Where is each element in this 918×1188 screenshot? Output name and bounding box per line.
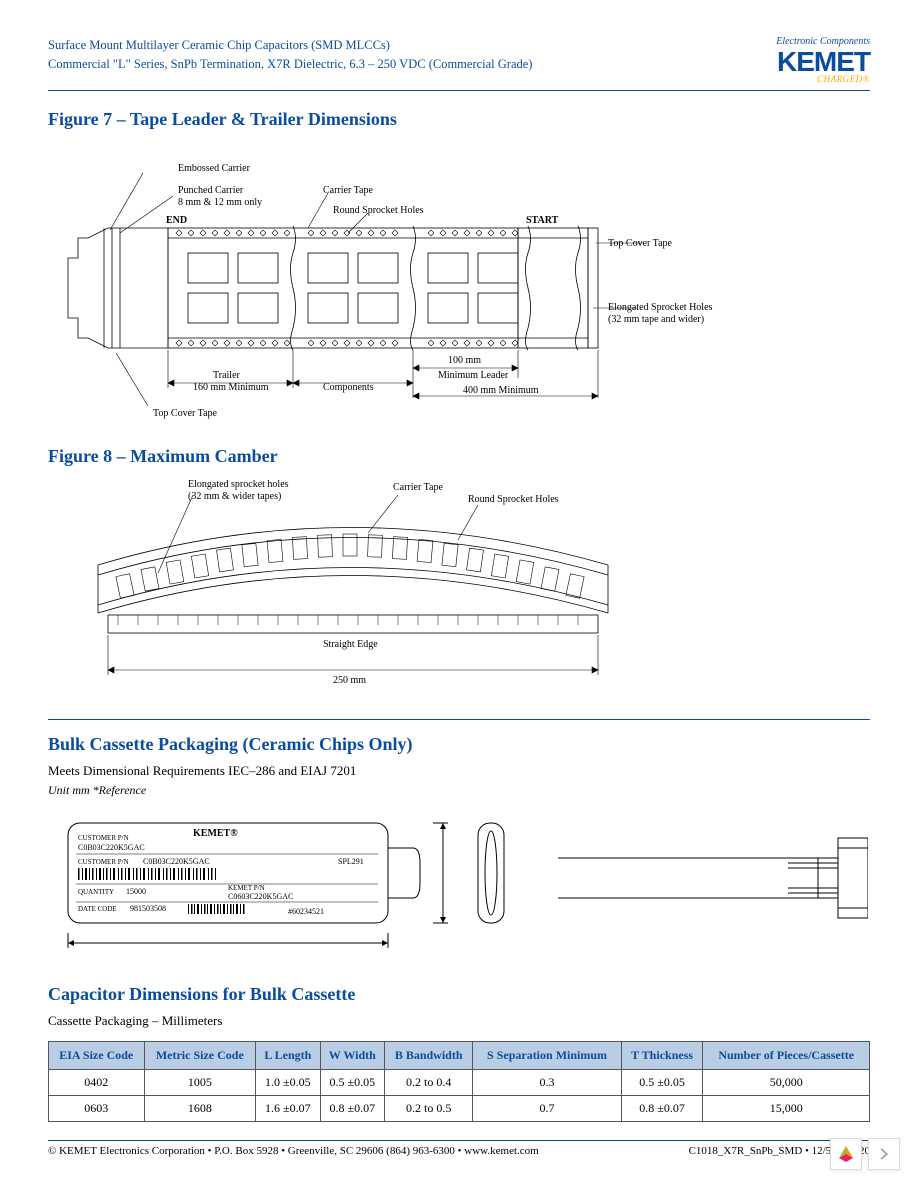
f7-topcover1: Top Cover Tape	[608, 238, 673, 249]
cassette-spl: SPL291	[338, 857, 364, 866]
page-footer: © KEMET Electronics Corporation • P.O. B…	[48, 1140, 870, 1157]
cassette-custpn2-lbl: CUSTOMER P/N	[78, 858, 129, 866]
col-pieces: Number of Pieces/Cassette	[703, 1042, 870, 1070]
col-bandwidth: B Bandwidth	[385, 1042, 473, 1070]
cassette-kemetpn-lbl: KEMET P/N	[228, 884, 265, 892]
bulkpack-title: Bulk Cassette Packaging (Ceramic Chips O…	[48, 734, 870, 755]
page-navigation	[830, 1138, 900, 1170]
header-line1: Surface Mount Multilayer Ceramic Chip Ca…	[48, 36, 532, 55]
dimensions-table: EIA Size Code Metric Size Code L Length …	[48, 1041, 870, 1122]
col-separation: S Separation Minimum	[473, 1042, 621, 1070]
cassette-custpn-lbl: CUSTOMER P/N	[78, 834, 129, 842]
f7-elongated2: (32 mm tape and wider)	[608, 314, 704, 325]
f7-carrier: Carrier Tape	[323, 185, 373, 196]
footer-left: © KEMET Electronics Corporation • P.O. B…	[48, 1145, 539, 1157]
cassette-custpn2: C0B03C220K5GAC	[143, 857, 210, 866]
f7-roundholes: Round Sprocket Holes	[333, 205, 424, 216]
f7-punched2: 8 mm & 12 mm only	[178, 197, 262, 208]
col-eia: EIA Size Code	[49, 1042, 145, 1070]
f8-250mm: 250 mm	[333, 675, 366, 686]
figure7-title: Figure 7 – Tape Leader & Trailer Dimensi…	[48, 109, 870, 130]
col-metric: Metric Size Code	[144, 1042, 256, 1070]
next-page-button[interactable]	[868, 1138, 900, 1170]
cassette-qty: 15000	[126, 887, 146, 896]
page-nav-logo-icon[interactable]	[830, 1138, 862, 1170]
figure8-diagram: Elongated sprocket holes (32 mm & wider …	[48, 475, 870, 699]
f8-straight: Straight Edge	[323, 639, 378, 650]
brand-logo: Electronic Components KEMET CHARGED®	[776, 36, 870, 84]
col-length: L Length	[256, 1042, 320, 1070]
cassette-qty-lbl: QUANTITY	[78, 888, 114, 896]
f7-end: END	[166, 215, 187, 226]
f7-trailer1: Trailer	[213, 370, 241, 381]
figure8-title: Figure 8 – Maximum Camber	[48, 446, 870, 467]
table-header-row: EIA Size Code Metric Size Code L Length …	[49, 1042, 870, 1070]
cassette-brand: KEMET®	[193, 828, 238, 839]
cassette-serial: #60234521	[288, 907, 324, 916]
f7-topcover2: Top Cover Tape	[153, 408, 218, 419]
dims-title: Capacitor Dimensions for Bulk Cassette	[48, 984, 870, 1005]
bulkpack-unitnote: Unit mm *Reference	[48, 783, 870, 798]
cassette-custpn: C0B03C220K5GAC	[78, 843, 145, 852]
bulkpack-diagram: KEMET® CUSTOMER P/N C0B03C220K5GAC CUSTO…	[48, 808, 870, 962]
col-thickness: T Thickness	[621, 1042, 703, 1070]
f8-roundholes: Round Sprocket Holes	[468, 494, 559, 505]
f7-punched1: Punched Carrier	[178, 185, 244, 196]
logo-text: KEMET	[776, 49, 870, 74]
f8-elongated1: Elongated sprocket holes	[188, 479, 289, 490]
cassette-kemetpn: C0603C220K5GAC	[228, 892, 293, 901]
f7-minleader: Minimum Leader	[438, 370, 509, 381]
dims-subtitle: Cassette Packaging – Millimeters	[48, 1013, 870, 1029]
f7-elongated1: Elongated Sprocket Holes	[608, 302, 713, 313]
header-line2: Commercial "L" Series, SnPb Termination,…	[48, 55, 532, 74]
f7-components: Components	[323, 382, 374, 393]
figure7-diagram: Embossed Carrier Punched Carrier 8 mm & …	[48, 138, 870, 432]
f8-carrier: Carrier Tape	[393, 482, 443, 493]
table-row: 0603 1608 1.6 ±0.07 0.8 ±0.07 0.2 to 0.5…	[49, 1096, 870, 1122]
cassette-date-lbl: DATE CODE	[78, 905, 117, 913]
page-header: Surface Mount Multilayer Ceramic Chip Ca…	[48, 36, 870, 91]
f7-start: START	[526, 215, 559, 226]
bulkpack-subtitle: Meets Dimensional Requirements IEC–286 a…	[48, 763, 870, 779]
header-text-block: Surface Mount Multilayer Ceramic Chip Ca…	[48, 36, 532, 75]
f7-100mm: 100 mm	[448, 355, 481, 366]
cassette-date: 981503508	[130, 904, 166, 913]
col-width: W Width	[320, 1042, 384, 1070]
f8-elongated2: (32 mm & wider tapes)	[188, 491, 281, 502]
table-row: 0402 1005 1.0 ±0.05 0.5 ±0.05 0.2 to 0.4…	[49, 1070, 870, 1096]
f7-400mm: 400 mm Minimum	[463, 385, 539, 396]
f7-embossed: Embossed Carrier	[178, 163, 251, 174]
f7-trailer2: 160 mm Minimum	[193, 382, 269, 393]
section-divider	[48, 719, 870, 720]
